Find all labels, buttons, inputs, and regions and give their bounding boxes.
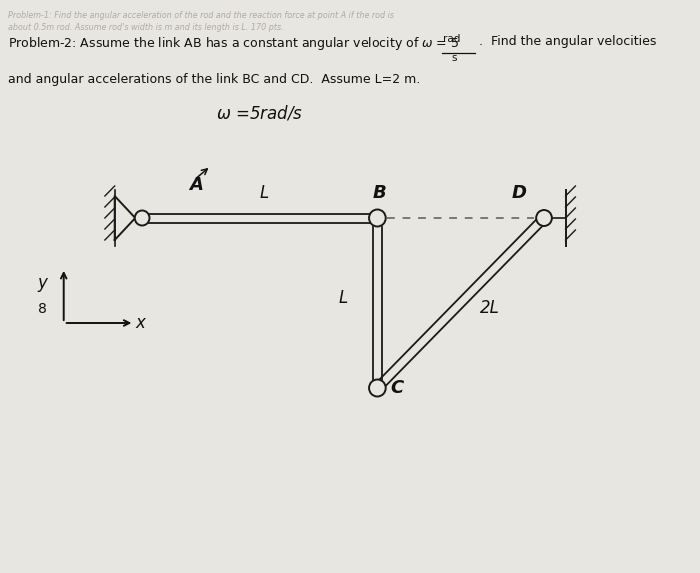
Text: L: L: [260, 184, 270, 202]
Text: and angular accelerations of the link BC and CD.  Assume L=2 m.: and angular accelerations of the link BC…: [8, 73, 420, 86]
Text: L: L: [339, 289, 348, 307]
Text: s: s: [452, 53, 457, 63]
Text: D: D: [512, 184, 527, 202]
Text: A: A: [189, 176, 203, 194]
Circle shape: [135, 210, 150, 226]
Text: Problem-2: Assume the link AB has a constant angular velocity of $\omega$ = 5: Problem-2: Assume the link AB has a cons…: [8, 35, 459, 52]
Text: $\omega$ =5rad/s: $\omega$ =5rad/s: [216, 103, 303, 122]
Text: about 0.5m rod. Assume rod's width is m and its length is L. 170 pts.: about 0.5m rod. Assume rod's width is m …: [8, 23, 284, 32]
Text: 2L: 2L: [480, 299, 500, 317]
Text: rad: rad: [443, 34, 461, 45]
Text: x: x: [135, 314, 145, 332]
Circle shape: [369, 379, 386, 397]
Text: Problem-1: Find the angular acceleration of the rod and the reaction force at po: Problem-1: Find the angular acceleration…: [8, 11, 394, 20]
Text: .  Find the angular velocities: . Find the angular velocities: [480, 35, 657, 48]
Text: C: C: [391, 379, 404, 397]
Circle shape: [369, 210, 386, 226]
Text: B: B: [372, 184, 386, 202]
Text: 8: 8: [38, 302, 47, 316]
Circle shape: [536, 210, 552, 226]
Text: y: y: [37, 274, 47, 292]
